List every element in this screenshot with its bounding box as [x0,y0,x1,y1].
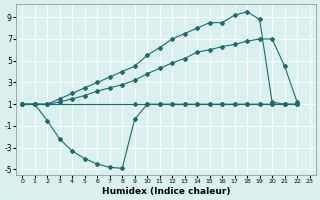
X-axis label: Humidex (Indice chaleur): Humidex (Indice chaleur) [102,187,230,196]
